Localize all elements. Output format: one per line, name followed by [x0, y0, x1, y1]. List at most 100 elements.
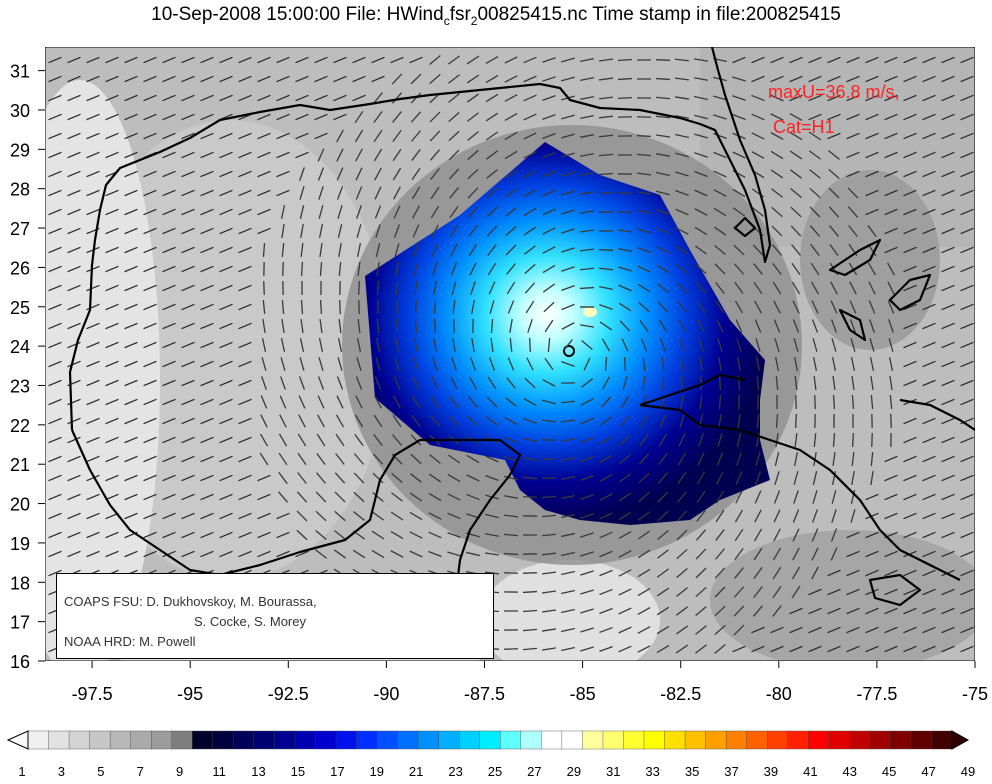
wind-vector: [775, 432, 779, 448]
wind-vector: [317, 148, 325, 162]
wind-vector: [715, 490, 725, 504]
colorbar-label: 25: [488, 764, 502, 779]
wind-vector: [238, 94, 252, 102]
wind-vector: [771, 188, 783, 198]
wind-vector: [392, 111, 402, 123]
wind-vector: [336, 186, 344, 200]
lon-tick-label: -90: [373, 684, 399, 704]
wind-vector: [412, 376, 420, 390]
wind-vector: [105, 284, 119, 292]
wind-vector: [677, 452, 687, 466]
wind-vector: [335, 414, 345, 428]
wind-vector: [694, 226, 708, 236]
bahamas-island-3: [838, 308, 867, 342]
wind-vector: [733, 586, 745, 598]
wind-vector: [789, 94, 803, 102]
wind-vector: [656, 171, 670, 177]
wind-vector: [504, 94, 518, 102]
wind-vector: [181, 303, 195, 311]
wind-vector: [48, 569, 62, 577]
wind-vector: [850, 490, 856, 504]
wind-vector: [541, 495, 557, 499]
wind-vector: [713, 151, 727, 159]
wind-vector: [337, 338, 343, 352]
wind-vector: [580, 513, 594, 519]
wind-vector: [677, 471, 687, 485]
wind-vector: [238, 379, 252, 387]
wind-vector: [832, 394, 836, 410]
wind-vector: [675, 208, 689, 216]
wind-vector: [637, 626, 651, 634]
wind-vector: [523, 418, 537, 424]
wind-vector: [656, 209, 670, 215]
wind-vector: [941, 246, 955, 254]
wind-vector: [485, 112, 499, 122]
wind-vector: [884, 512, 898, 520]
wind-vector: [280, 338, 286, 352]
wind-vector: [775, 413, 779, 429]
wind-vector: [542, 151, 556, 159]
wind-vector: [771, 225, 783, 237]
wind-vector: [620, 395, 630, 409]
wind-vector: [657, 530, 669, 540]
wind-vector: [238, 531, 252, 539]
wind-vector: [181, 132, 195, 140]
colorbar-cell: [808, 730, 830, 750]
wind-vector: [334, 491, 346, 503]
wind-vector: [181, 360, 195, 368]
hispaniola-coast: [899, 398, 975, 431]
wind-vector: [617, 77, 633, 81]
wind-vector: [903, 360, 917, 368]
wind-vector: [903, 265, 917, 273]
wind-vector: [870, 394, 874, 410]
wind-vector: [124, 417, 138, 425]
wind-vector: [337, 357, 343, 371]
wind-vector: [200, 436, 214, 444]
wind-vector: [903, 208, 917, 216]
wind-vector: [751, 113, 765, 121]
wind-vector: [447, 55, 461, 65]
wind-vector: [658, 433, 668, 447]
wind-vector: [960, 626, 974, 634]
wind-vector: [637, 265, 651, 273]
wind-vector: [317, 414, 325, 428]
wind-vector: [620, 415, 630, 427]
wind-vector: [675, 606, 689, 616]
wind-vector: [522, 495, 538, 499]
lon-tick-label: -75: [962, 684, 988, 704]
wind-vector: [338, 242, 342, 258]
wind-vector: [181, 170, 195, 178]
wind-vector: [960, 531, 974, 539]
wind-vector: [181, 75, 195, 83]
wind-vector: [162, 265, 176, 273]
wind-vector: [414, 318, 418, 334]
wind-vector: [257, 170, 271, 178]
wind-vector: [316, 452, 326, 466]
wind-vector: [295, 132, 309, 140]
wind-vector: [373, 414, 383, 428]
wind-vector: [941, 360, 955, 368]
wind-vector: [48, 550, 62, 558]
colorbar: 1 3 5 7 9 11 13 15 17 19 21 23 25 27 29 31 33 35 37 39 41 43 4…: [6, 730, 975, 779]
wind-vector: [298, 376, 306, 390]
wind-vector: [846, 588, 860, 596]
wind-vector: [846, 645, 860, 653]
wind-vector: [333, 113, 347, 121]
wind-vector: [903, 151, 917, 159]
wind-vector: [831, 490, 837, 504]
wind-vector: [490, 318, 494, 334]
wind-vector: [448, 74, 460, 84]
wind-vector: [808, 588, 822, 596]
wind-vector: [715, 548, 725, 560]
wind-vector: [903, 284, 917, 292]
wind-vector: [794, 432, 798, 448]
wind-vector: [771, 244, 783, 256]
credits-box: COAPS FSU: D. Dukhovskoy, M. Bourassa, S…: [56, 573, 494, 659]
wind-vector: [697, 319, 705, 333]
wind-vector: [143, 56, 157, 64]
wind-vector: [300, 261, 304, 277]
wind-vector: [619, 434, 631, 446]
wind-vector: [219, 303, 233, 311]
wind-vector: [409, 511, 423, 521]
wind-vector: [541, 647, 557, 651]
